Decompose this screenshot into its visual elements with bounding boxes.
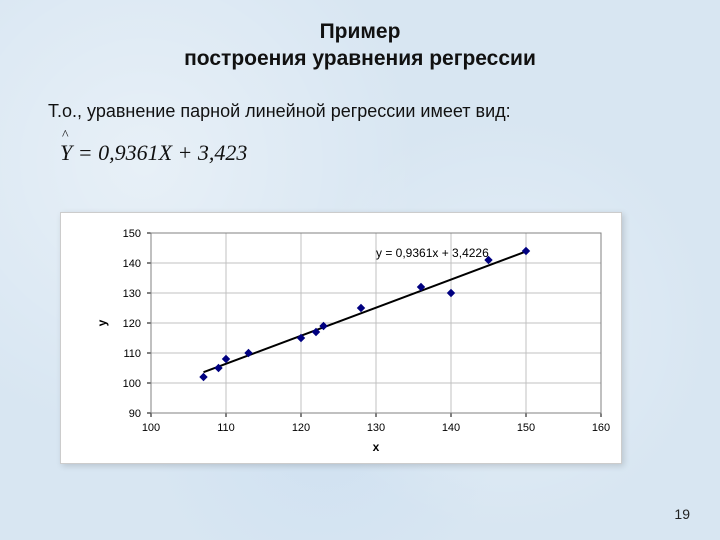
svg-text:140: 140 — [123, 258, 141, 270]
svg-text:x: x — [373, 440, 380, 454]
svg-text:130: 130 — [123, 288, 141, 300]
scatter-chart: 1001101201301401501609010011012013014015… — [60, 212, 622, 464]
svg-text:100: 100 — [142, 422, 160, 434]
svg-text:y = 0,9361x + 3,4226: y = 0,9361x + 3,4226 — [376, 246, 489, 260]
svg-text:160: 160 — [592, 422, 610, 434]
y-hat-symbol: ^ — [62, 128, 69, 144]
title-line-1: Пример — [0, 18, 720, 45]
svg-text:100: 100 — [123, 378, 141, 390]
slide-title: Пример построения уравнения регрессии — [0, 0, 720, 73]
svg-text:150: 150 — [123, 228, 141, 240]
svg-text:120: 120 — [292, 422, 310, 434]
svg-text:110: 110 — [217, 422, 235, 434]
page-number: 19 — [674, 506, 690, 522]
title-line-2: построения уравнения регрессии — [0, 45, 720, 72]
svg-text:110: 110 — [123, 348, 141, 360]
svg-text:150: 150 — [517, 422, 535, 434]
svg-text:130: 130 — [367, 422, 385, 434]
svg-text:120: 120 — [123, 318, 141, 330]
subtitle-text: Т.о., уравнение парной линейной регресси… — [48, 101, 720, 122]
svg-text:140: 140 — [442, 422, 460, 434]
regression-equation: ^ Y = 0,9361X + 3,423 — [60, 140, 720, 166]
svg-text:90: 90 — [129, 408, 141, 420]
chart-svg: 1001101201301401501609010011012013014015… — [61, 213, 621, 463]
equation-body: Y = 0,9361X + 3,423 — [60, 140, 247, 165]
svg-text:y: y — [95, 319, 109, 326]
